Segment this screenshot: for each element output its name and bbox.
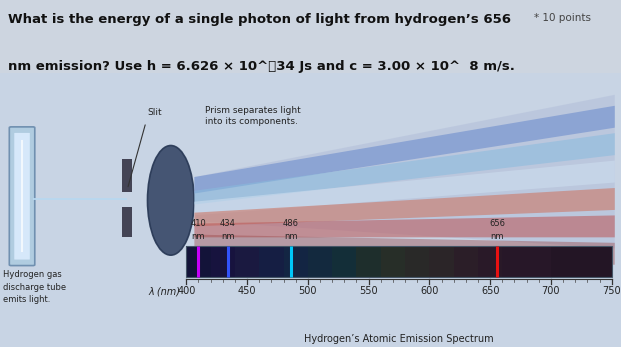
Bar [454, 246, 478, 277]
Bar [502, 246, 551, 277]
Text: 410: 410 [191, 219, 206, 228]
Bar [284, 246, 308, 277]
Bar [186, 246, 211, 277]
Polygon shape [194, 235, 615, 265]
Bar [478, 246, 502, 277]
Text: λ (nm): λ (nm) [148, 286, 180, 296]
Bar [356, 246, 381, 277]
Bar [332, 246, 356, 277]
Text: 700: 700 [542, 286, 560, 296]
Bar [186, 246, 612, 277]
Ellipse shape [148, 145, 194, 255]
Text: nm: nm [491, 232, 504, 242]
Polygon shape [194, 133, 615, 204]
Text: 750: 750 [602, 286, 621, 296]
Text: nm: nm [284, 232, 297, 242]
Polygon shape [194, 106, 615, 194]
Bar [259, 246, 284, 277]
FancyBboxPatch shape [9, 127, 35, 265]
Text: nm: nm [221, 232, 234, 242]
Bar [235, 246, 259, 277]
Polygon shape [194, 95, 615, 248]
Bar [551, 246, 612, 277]
Polygon shape [194, 161, 615, 215]
Bar [429, 246, 454, 277]
Text: nm: nm [192, 232, 205, 242]
Text: 650: 650 [481, 286, 499, 296]
Text: 550: 550 [360, 286, 378, 296]
Polygon shape [194, 215, 615, 237]
Text: Hydrogen gas
discharge tube
emits light.: Hydrogen gas discharge tube emits light. [3, 270, 66, 304]
Text: Slit: Slit [148, 108, 163, 117]
Bar [405, 246, 429, 277]
Bar [211, 246, 235, 277]
Text: 656: 656 [489, 219, 505, 228]
Text: 400: 400 [177, 286, 196, 296]
FancyBboxPatch shape [14, 133, 30, 260]
Text: * 10 points: * 10 points [534, 13, 591, 23]
Text: 486: 486 [283, 219, 299, 228]
Polygon shape [194, 188, 615, 226]
Text: 434: 434 [220, 219, 235, 228]
Text: What is the energy of a single photon of light from hydrogen’s 656: What is the energy of a single photon of… [8, 13, 511, 26]
Bar [186, 246, 612, 277]
Text: 450: 450 [238, 286, 256, 296]
Text: nm emission? Use h = 6.626 × 10^⁲34 Js and c = 3.00 × 10^ 8 m/s.: nm emission? Use h = 6.626 × 10^⁲34 Js a… [8, 60, 515, 73]
Bar [122, 159, 132, 192]
Bar [186, 246, 612, 277]
Text: 500: 500 [299, 286, 317, 296]
Text: Hydrogen’s Atomic Emission Spectrum: Hydrogen’s Atomic Emission Spectrum [304, 334, 494, 344]
Bar [122, 207, 132, 237]
Bar [308, 246, 332, 277]
Text: Prism separates light
into its components.: Prism separates light into its component… [205, 106, 301, 126]
Text: 600: 600 [420, 286, 438, 296]
Bar [381, 246, 405, 277]
Polygon shape [33, 197, 127, 200]
